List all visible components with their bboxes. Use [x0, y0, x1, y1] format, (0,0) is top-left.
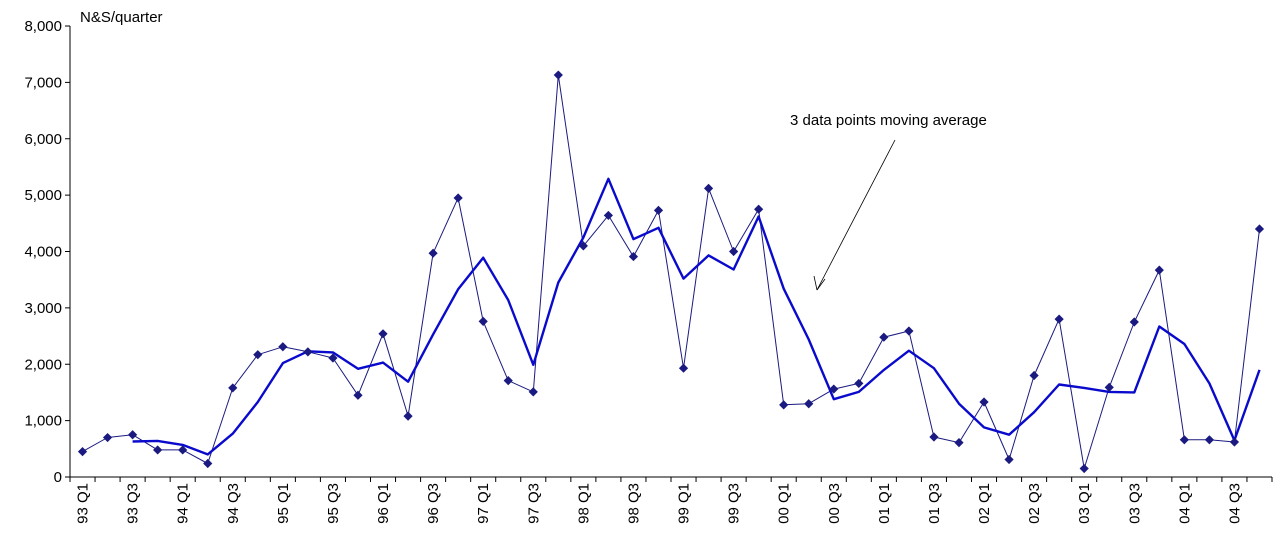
data-point: [1104, 382, 1114, 392]
y-tick-label: 6,000: [24, 131, 62, 148]
data-point: [203, 458, 213, 469]
data-point: [1154, 265, 1164, 275]
x-tick-label: 95 Q3: [325, 483, 342, 524]
x-tick-label: 02 Q1: [976, 483, 993, 524]
x-tick-label: 99 Q1: [676, 483, 693, 524]
data-point: [1254, 224, 1265, 234]
data-point: [578, 241, 588, 251]
x-axis-ticks: 93 Q1 93 Q3 94 Q1 94 Q3 95 Q1 95 Q3 96 Q1 96 Q3…: [69, 477, 1273, 524]
annotation-arrow-head: [813, 275, 826, 291]
y-tick-label: 8,000: [24, 18, 62, 35]
x-tick-label: 94 Q3: [225, 483, 242, 524]
x-tick-label: 01 Q3: [926, 483, 943, 524]
data-point: [128, 430, 138, 440]
data-point: [1054, 314, 1064, 324]
y-tick-label: 1,000: [24, 413, 62, 430]
x-tick-label: 96 Q3: [425, 483, 442, 524]
y-axis-ticks: 0 1,000 2,000 3,000 4,000 5,000 6,000 7,000 8,00…: [24, 18, 70, 486]
data-point: [102, 432, 113, 443]
data-point: [804, 399, 814, 409]
data-point: [1229, 437, 1240, 447]
data-point: [603, 210, 613, 221]
data-point: [278, 342, 288, 352]
x-tick-label: 03 Q1: [1076, 483, 1093, 524]
x-tick-label: 02 Q3: [1026, 483, 1043, 524]
y-tick-label: 5,000: [24, 187, 62, 204]
data-point: [503, 375, 513, 386]
data-point: [703, 183, 714, 193]
x-tick-label: 98 Q3: [625, 483, 642, 524]
data-point: [378, 329, 388, 339]
data-point: [979, 397, 989, 407]
x-tick-label: 98 Q1: [575, 483, 592, 524]
data-point: [729, 246, 739, 257]
data-point: [653, 205, 664, 215]
x-tick-label: 01 Q1: [876, 483, 893, 524]
data-point: [403, 411, 413, 421]
y-tick-label: 4,000: [24, 244, 62, 261]
data-point: [904, 326, 914, 336]
x-tick-label: 03 Q3: [1126, 483, 1143, 524]
y-axis-label: N&S/quarter: [80, 9, 163, 26]
data-point: [178, 445, 188, 455]
x-tick-label: 95 Q1: [275, 483, 292, 524]
y-tick-label: 2,000: [24, 356, 62, 373]
data-point: [478, 316, 488, 327]
y-tick-label: 0: [54, 469, 62, 486]
data-point: [1204, 435, 1214, 445]
data-point: [779, 400, 789, 410]
data-point: [353, 390, 363, 400]
data-point: [328, 353, 338, 363]
data-point: [1129, 317, 1139, 327]
x-tick-label: 94 Q1: [175, 483, 192, 524]
data-point: [253, 350, 263, 360]
data-point: [553, 70, 563, 80]
data-point: [153, 445, 163, 455]
x-tick-label: 93 Q1: [75, 483, 92, 524]
series-markers: [77, 70, 1265, 474]
annotation-arrow: [816, 139, 896, 291]
x-tick-label: 96 Q1: [375, 483, 392, 524]
data-point: [303, 347, 313, 357]
x-tick-label: 97 Q1: [475, 483, 492, 524]
data-point: [1079, 463, 1089, 474]
x-tick-label: 04 Q1: [1176, 483, 1193, 524]
y-tick-label: 3,000: [24, 300, 62, 317]
data-point: [428, 248, 438, 258]
data-point: [754, 204, 764, 214]
x-tick-label: 97 Q3: [525, 483, 542, 524]
data-point: [829, 384, 839, 394]
x-tick-label: 00 Q3: [826, 483, 843, 524]
data-point: [1179, 435, 1189, 445]
data-point: [854, 378, 864, 389]
y-tick-label: 7,000: [24, 74, 62, 91]
data-point: [1029, 370, 1039, 381]
data-point: [628, 251, 639, 262]
series-lines: [82, 74, 1261, 469]
data-point: [879, 332, 889, 342]
data-point: [77, 447, 88, 457]
x-tick-label: 00 Q1: [776, 483, 793, 524]
series-quarterly-line: [82, 74, 1260, 469]
data-point: [228, 383, 238, 393]
x-tick-label: 04 Q3: [1226, 483, 1243, 524]
data-point: [1004, 454, 1014, 465]
data-point: [453, 193, 463, 203]
data-point: [528, 387, 538, 397]
moving-average-annotation: 3 data points moving average: [790, 112, 987, 129]
x-tick-label: 93 Q3: [125, 483, 142, 524]
x-tick-label: 99 Q3: [726, 483, 743, 524]
data-point: [929, 432, 939, 442]
data-point: [954, 438, 964, 448]
series-moving-average-line: [132, 177, 1261, 456]
data-point: [678, 363, 689, 373]
